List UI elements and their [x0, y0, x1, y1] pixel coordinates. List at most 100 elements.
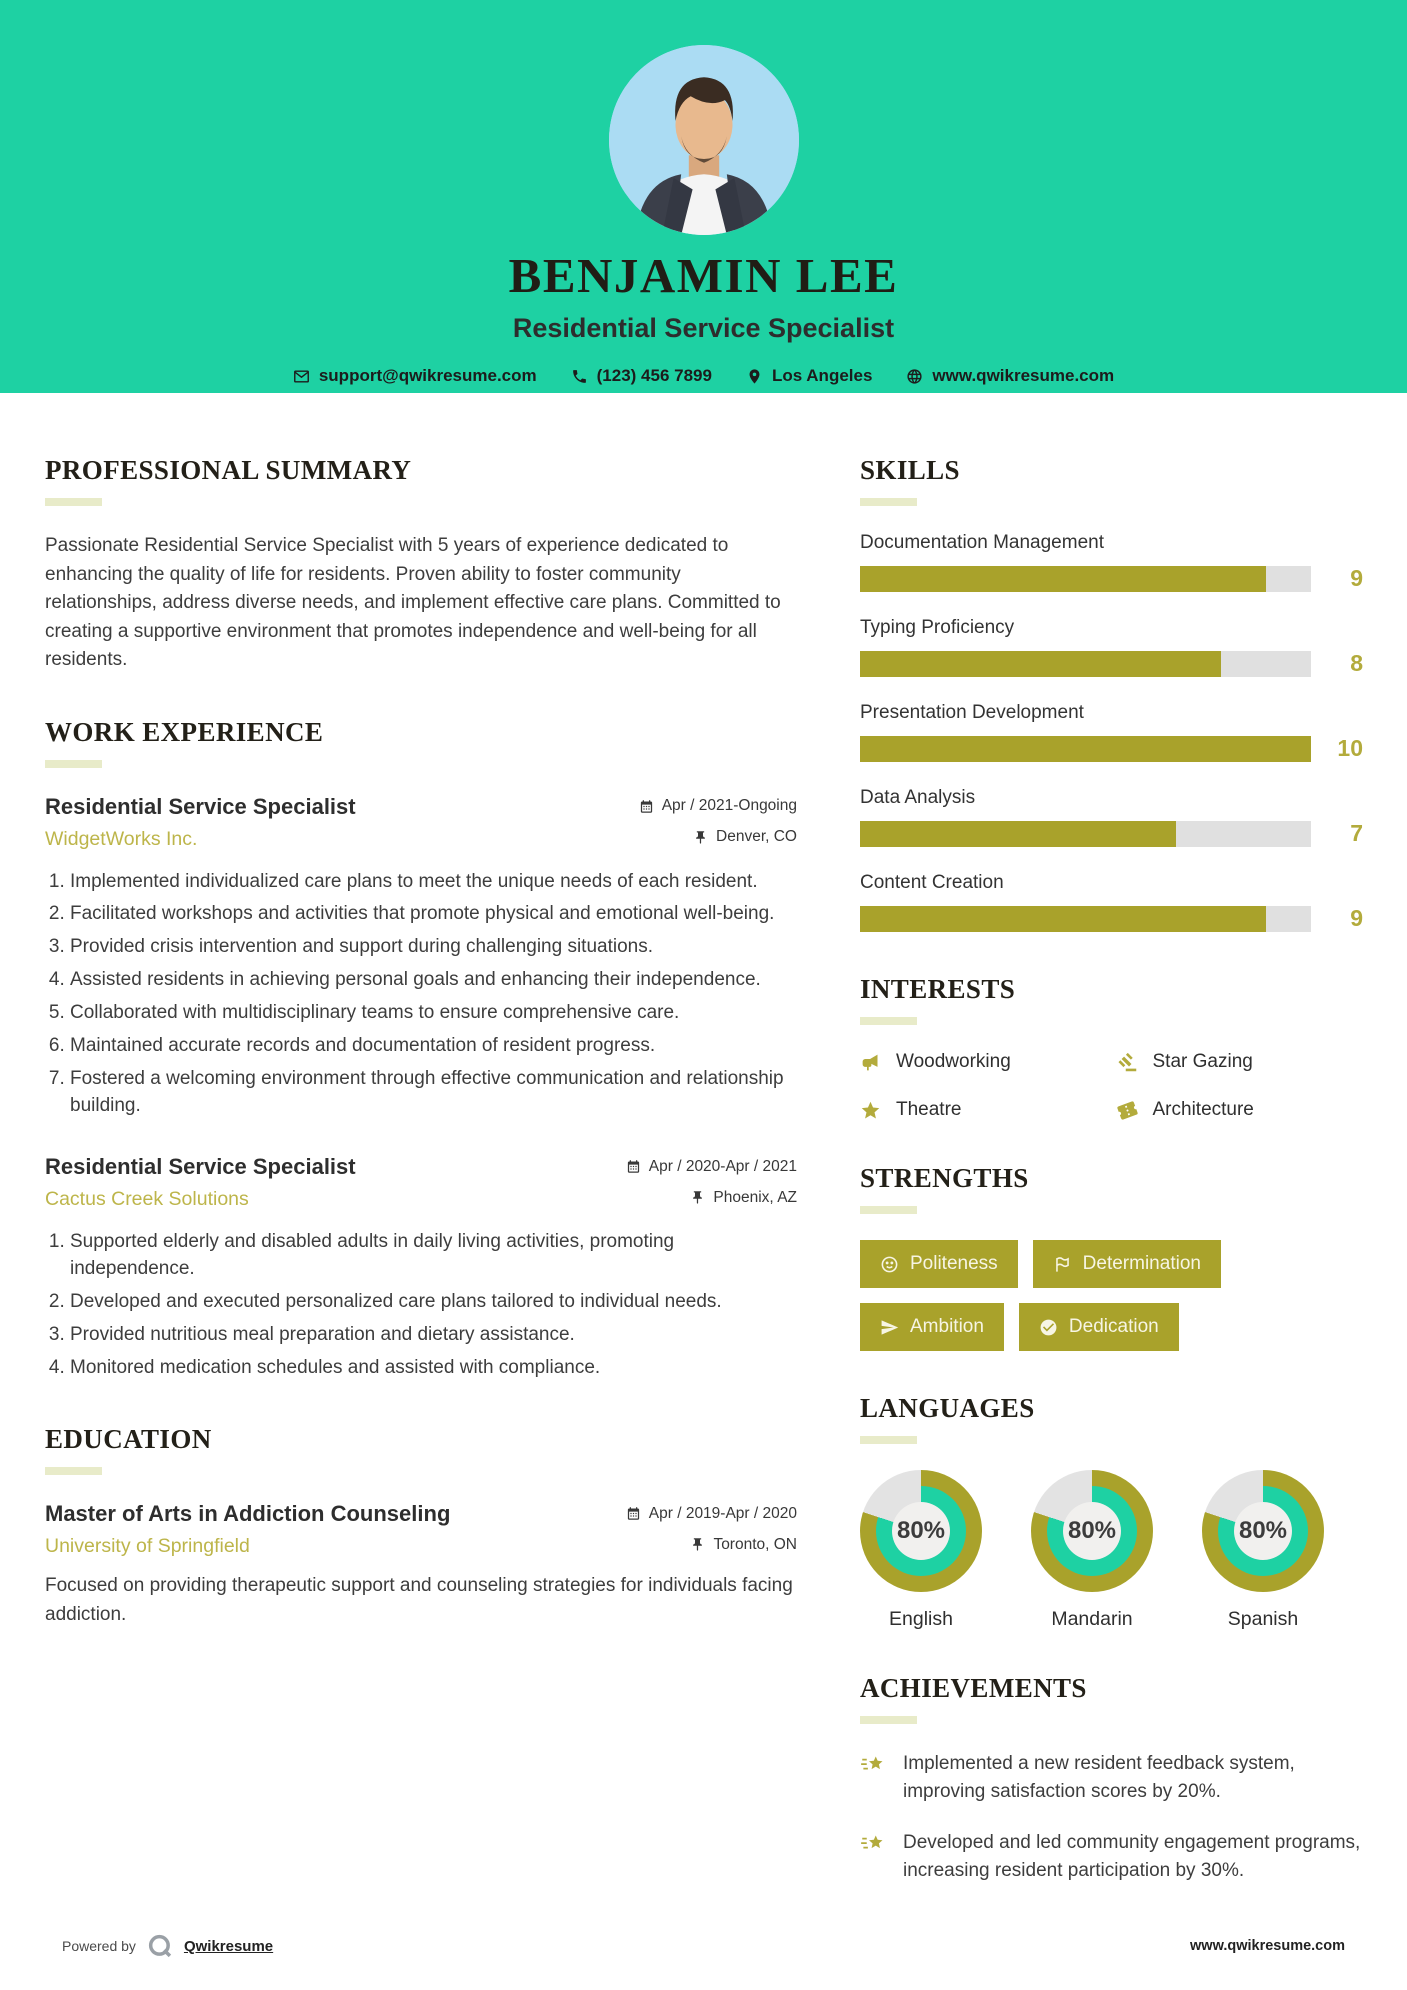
- footer: Powered by Qwikresume www.qwikresume.com: [0, 1932, 1407, 1960]
- left-column: PROFESSIONAL SUMMARY Passionate Resident…: [45, 455, 797, 1926]
- job-dates: Apr / 2020-Apr / 2021: [626, 1158, 797, 1176]
- achievement-item: Implemented a new resident feedback syst…: [860, 1750, 1363, 1805]
- language-item: 80% Mandarin: [1031, 1470, 1153, 1631]
- skill-score: 7: [1350, 820, 1363, 846]
- job-bullet: Maintained accurate records and document…: [70, 1033, 797, 1060]
- job-bullet: Monitored medication schedules and assis…: [70, 1355, 797, 1382]
- strength-badge: Dedication: [1018, 1303, 1179, 1351]
- skill-bar-fill: [860, 650, 1221, 677]
- skill-bar-fill: [860, 820, 1176, 847]
- language-label: English: [889, 1608, 953, 1630]
- language-percent: 80%: [1234, 1502, 1292, 1560]
- skill-item: Presentation Development 10: [860, 702, 1363, 762]
- job-bullet: Provided nutritious meal preparation and…: [70, 1322, 797, 1349]
- skill-bar-track: [860, 565, 1311, 592]
- skill-bar-fill: [860, 735, 1311, 762]
- contact-email[interactable]: support@qwikresume.com: [293, 366, 537, 386]
- interest-item: Architecture: [1116, 1099, 1364, 1121]
- section-skills: SKILLS Documentation Management 9 Typing…: [860, 455, 1363, 932]
- heading-underline: [860, 1206, 917, 1214]
- job-location: Denver, CO: [693, 828, 797, 846]
- language-donut-chart: 80%: [1202, 1470, 1324, 1592]
- achievements-heading: ACHIEVEMENTS: [860, 1673, 1087, 1703]
- section-work-experience: WORK EXPERIENCE Residential Service Spec…: [45, 717, 797, 1383]
- pushpin-icon: [693, 1191, 703, 1204]
- skill-name: Content Creation: [860, 872, 1004, 893]
- skill-bar-fill: [860, 905, 1266, 932]
- language-item: 80% Spanish: [1202, 1470, 1324, 1631]
- job-title: Residential Service Specialist: [45, 793, 356, 819]
- globe-icon: [907, 368, 923, 384]
- language-item: 80% English: [860, 1470, 982, 1631]
- qwikresume-link[interactable]: Qwikresume: [183, 1937, 274, 1955]
- paper-plane-icon: [881, 1319, 899, 1335]
- skill-score: 9: [1350, 565, 1363, 591]
- skill-bar-track: [860, 905, 1311, 932]
- skill-name: Typing Proficiency: [860, 617, 1015, 638]
- pushpin-icon: [696, 830, 705, 844]
- contact-website[interactable]: www.qwikresume.com: [906, 366, 1114, 386]
- envelope-icon: [293, 369, 309, 383]
- qwikresume-logo-icon: [146, 1932, 174, 1960]
- skill-item: Content Creation 9: [860, 872, 1363, 932]
- job-entry: Residential Service Specialist Apr / 202…: [45, 794, 797, 1121]
- summary-text: Passionate Residential Service Specialis…: [45, 535, 781, 670]
- ticket-icon: [1116, 1100, 1138, 1120]
- footer-website: www.qwikresume.com: [1190, 1938, 1345, 1954]
- education-description: Focused on providing therapeutic support…: [45, 1575, 793, 1625]
- skill-score: 8: [1350, 650, 1363, 676]
- calendar-icon: [627, 1507, 639, 1520]
- education-heading: EDUCATION: [45, 1424, 212, 1455]
- section-achievements: ACHIEVEMENTS Implemented a new resident …: [860, 1673, 1363, 1884]
- heading-underline: [860, 1436, 917, 1444]
- job-bullet: Supported elderly and disabled adults in…: [70, 1229, 797, 1283]
- skill-score: 9: [1350, 905, 1363, 931]
- powered-by-label: Powered by: [62, 1938, 136, 1954]
- company-name: Cactus Creek Solutions: [45, 1188, 249, 1211]
- job-bullet: Assisted residents in achieving personal…: [70, 967, 797, 994]
- language-percent: 80%: [1063, 1502, 1121, 1560]
- job-bullet-list: Supported elderly and disabled adults in…: [45, 1229, 797, 1382]
- job-bullet: Developed and executed personalized care…: [70, 1289, 797, 1316]
- skill-bar-fill: [860, 565, 1266, 592]
- education-location: Toronto, ON: [690, 1536, 797, 1554]
- skills-heading: SKILLS: [860, 455, 960, 485]
- strength-badge: Ambition: [860, 1303, 1004, 1351]
- experience-heading: WORK EXPERIENCE: [45, 716, 324, 747]
- skill-item: Documentation Management 9: [860, 532, 1363, 592]
- calendar-icon: [627, 1160, 639, 1173]
- gavel-icon: [1117, 1052, 1136, 1071]
- main-content: PROFESSIONAL SUMMARY Passionate Resident…: [0, 393, 1407, 1926]
- job-bullet-list: Implemented individualized care plans to…: [45, 869, 797, 1121]
- education-dates: Apr / 2019-Apr / 2020: [626, 1505, 797, 1523]
- job-bullet: Facilitated workshops and activities tha…: [70, 901, 797, 928]
- skill-item: Data Analysis 7: [860, 787, 1363, 847]
- skill-bar-track: [860, 735, 1311, 762]
- profile-photo-illustration: [608, 45, 799, 235]
- star-icon: [861, 1101, 880, 1118]
- header: BENJAMIN LEE Residential Service Special…: [0, 0, 1407, 393]
- heading-underline: [45, 759, 102, 768]
- section-strengths: STRENGTHS Politeness Determination Ambit…: [860, 1163, 1363, 1351]
- job-bullet: Fostered a welcoming environment through…: [70, 1066, 797, 1120]
- strength-badge: Determination: [1032, 1240, 1221, 1288]
- contact-row: support@qwikresume.com (123) 456 7899 Lo…: [0, 366, 1407, 386]
- interests-heading: INTERESTS: [860, 974, 1016, 1004]
- job-bullet: Provided crisis intervention and support…: [70, 934, 797, 961]
- section-interests: INTERESTS Woodworking Star Gazing Theatr…: [860, 974, 1363, 1121]
- candidate-title: Residential Service Specialist: [512, 313, 895, 343]
- pushpin-icon: [693, 1538, 703, 1551]
- skill-bar-track: [860, 820, 1311, 847]
- section-education: EDUCATION Master of Arts in Addiction Co…: [45, 1424, 797, 1629]
- shooting-star-icon: [861, 1835, 883, 1849]
- job-dates: Apr / 2021-Ongoing: [639, 797, 797, 815]
- skill-score: 10: [1337, 735, 1363, 761]
- job-entry: Residential Service Specialist Apr / 202…: [45, 1154, 797, 1382]
- strengths-heading: STRENGTHS: [860, 1163, 1029, 1193]
- interest-item: Star Gazing: [1117, 1051, 1364, 1073]
- school-name: University of Springfield: [45, 1535, 250, 1558]
- summary-heading: PROFESSIONAL SUMMARY: [45, 455, 412, 485]
- heading-underline: [860, 1716, 917, 1724]
- language-percent: 80%: [892, 1502, 950, 1560]
